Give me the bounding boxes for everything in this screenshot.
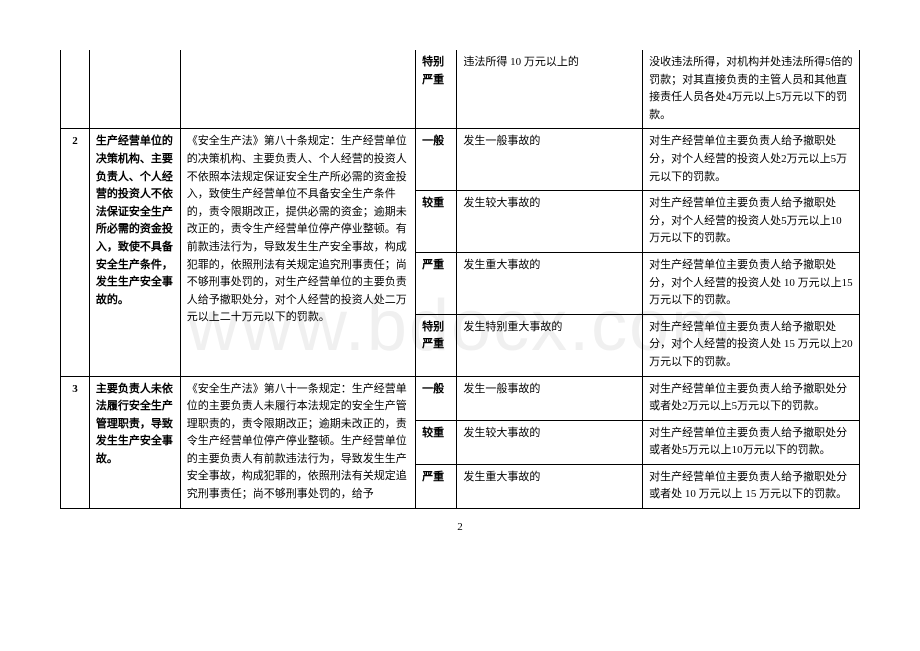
- cell-num: [61, 50, 90, 129]
- cell-situation: 发生特别重大事故的: [457, 314, 643, 376]
- cell-situation: 发生一般事故的: [457, 129, 643, 191]
- cell-situation: 发生重大事故的: [457, 464, 643, 508]
- cell-num: 3: [61, 376, 90, 509]
- cell-basis: 《安全生产法》第八十条规定：生产经营单位的决策机构、主要负责人、个人经营的投资人…: [180, 129, 415, 376]
- cell-penalty: 对生产经营单位主要负责人给予撤职处分或者处 10 万元以上 15 万元以下的罚款…: [643, 464, 860, 508]
- cell-situation: 违法所得 10 万元以上的: [457, 50, 643, 129]
- cell-penalty: 对生产经营单位主要负责人给予撤职处分，对个人经营的投资人处5万元以上10 万元以…: [643, 191, 860, 253]
- table-row: 特别严重 违法所得 10 万元以上的 没收违法所得，对机构并处违法所得5倍的罚款…: [61, 50, 860, 129]
- cell-penalty: 对生产经营单位主要负责人给予撤职处分或者处5万元以上10万元以下的罚款。: [643, 420, 860, 464]
- cell-situation: 发生较大事故的: [457, 420, 643, 464]
- cell-level: 特别严重: [416, 50, 457, 129]
- cell-situation: 发生一般事故的: [457, 376, 643, 420]
- page-number: 2: [60, 521, 860, 533]
- table-row: 2 生产经营单位的决策机构、主要负责人、个人经营的投资人不依法保证安全生产所必需…: [61, 129, 860, 191]
- cell-penalty: 对生产经营单位主要负责人给予撤职处分，对个人经营的投资人处 10 万元以上15 …: [643, 252, 860, 314]
- cell-penalty: 对生产经营单位主要负责人给予撤职处分或者处2万元以上5万元以下的罚款。: [643, 376, 860, 420]
- cell-level: 严重: [416, 252, 457, 314]
- cell-item: [89, 50, 180, 129]
- cell-penalty: 对生产经营单位主要负责人给予撤职处分，对个人经营的投资人处 15 万元以上20 …: [643, 314, 860, 376]
- cell-num: 2: [61, 129, 90, 376]
- cell-item: 主要负责人未依法履行安全生产管理职责，导致发生生产安全事故。: [89, 376, 180, 509]
- cell-situation: 发生重大事故的: [457, 252, 643, 314]
- cell-level: 一般: [416, 129, 457, 191]
- cell-level: 特别严重: [416, 314, 457, 376]
- cell-basis: 《安全生产法》第八十一条规定：生产经营单位的主要负责人未履行本法规定的安全生产管…: [180, 376, 415, 509]
- cell-item: 生产经营单位的决策机构、主要负责人、个人经营的投资人不依法保证安全生产所必需的资…: [89, 129, 180, 376]
- cell-level: 一般: [416, 376, 457, 420]
- regulation-table: 特别严重 违法所得 10 万元以上的 没收违法所得，对机构并处违法所得5倍的罚款…: [60, 50, 860, 509]
- cell-situation: 发生较大事故的: [457, 191, 643, 253]
- cell-penalty: 没收违法所得，对机构并处违法所得5倍的罚款；对其直接负责的主管人员和其他直接责任…: [643, 50, 860, 129]
- cell-penalty: 对生产经营单位主要负责人给予撤职处分，对个人经营的投资人处2万元以上5万元以下的…: [643, 129, 860, 191]
- cell-basis: [180, 50, 415, 129]
- cell-level: 严重: [416, 464, 457, 508]
- cell-level: 较重: [416, 420, 457, 464]
- cell-level: 较重: [416, 191, 457, 253]
- table-row: 3 主要负责人未依法履行安全生产管理职责，导致发生生产安全事故。 《安全生产法》…: [61, 376, 860, 420]
